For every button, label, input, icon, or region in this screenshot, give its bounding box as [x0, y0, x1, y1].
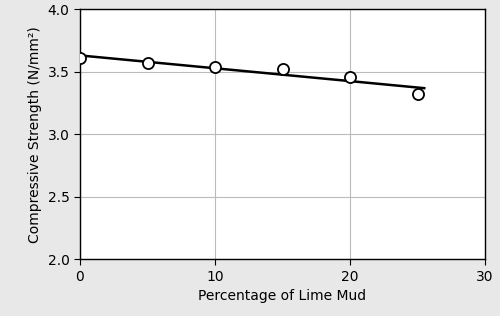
X-axis label: Percentage of Lime Mud: Percentage of Lime Mud	[198, 289, 366, 303]
Y-axis label: Compressive Strength (N/mm²): Compressive Strength (N/mm²)	[28, 26, 42, 243]
